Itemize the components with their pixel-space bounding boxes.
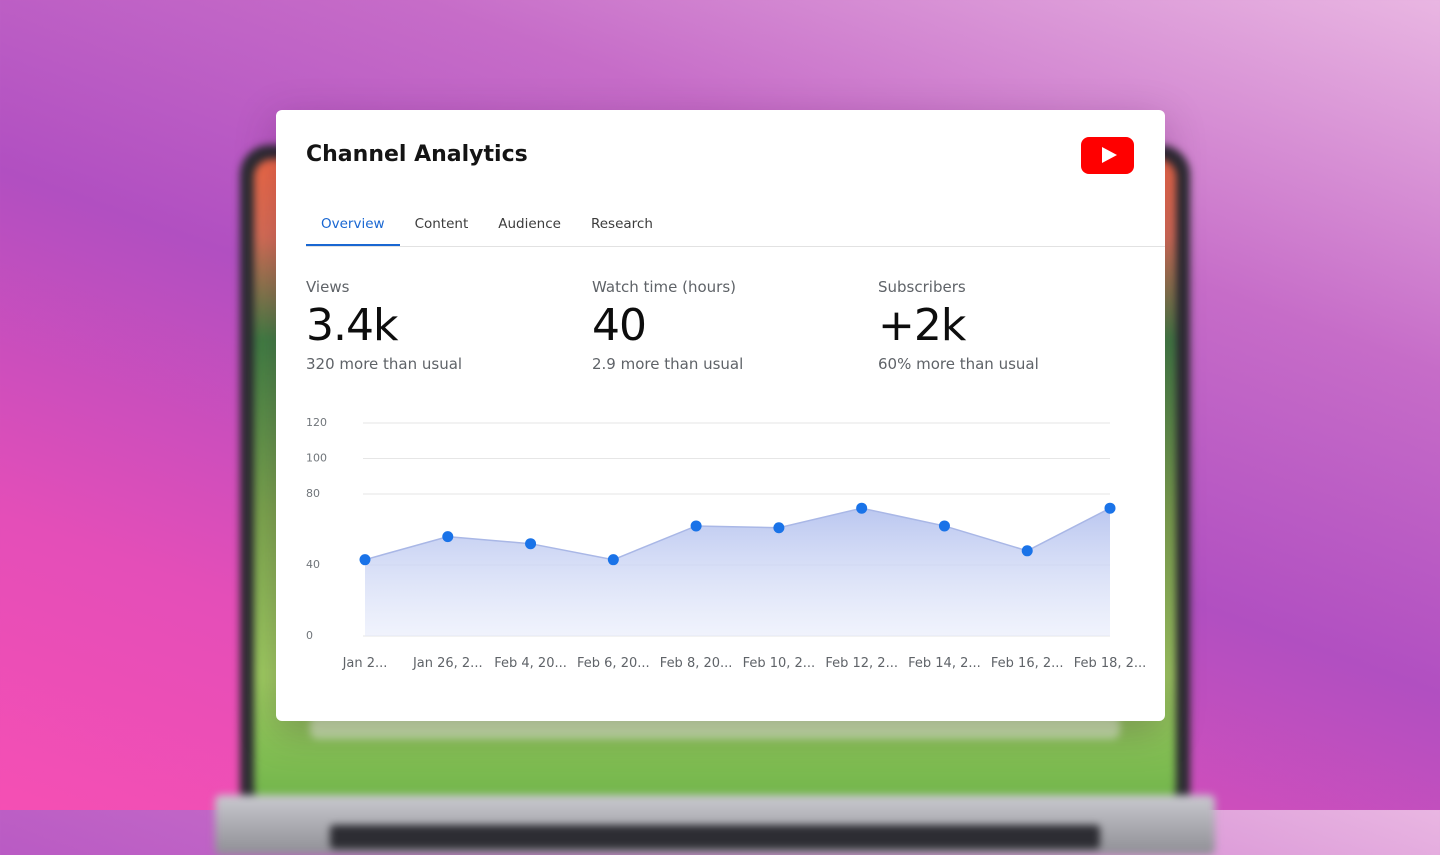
data-point (607, 554, 619, 566)
y-tick-label: 40 (306, 558, 320, 571)
x-tick-label: Feb 6, 20... (577, 656, 650, 671)
data-point (442, 531, 454, 543)
metric-subscribers: Subscribers +2k 60% more than usual (878, 278, 1039, 373)
metric-value: +2k (878, 300, 966, 351)
metric-delta: 320 more than usual (306, 355, 463, 373)
y-tick-label: 100 (306, 452, 327, 465)
metric-delta: 2.9 more than usual (592, 355, 744, 373)
data-point (1021, 545, 1033, 557)
tab-content[interactable]: Content (414, 216, 469, 232)
youtube-logo-icon (1081, 137, 1134, 174)
card-title: Channel Analytics (306, 142, 528, 167)
x-tick-label: Feb 18, 2... (1074, 656, 1147, 671)
x-tick-label: Feb 8, 20... (660, 656, 733, 671)
metric-label: Subscribers (878, 278, 966, 296)
data-point (690, 520, 702, 532)
data-point (856, 502, 868, 514)
metric-label: Views (306, 278, 350, 296)
data-point (773, 522, 785, 534)
metric-value: 3.4k (306, 300, 398, 351)
x-tick-label: Jan 2... (342, 656, 388, 671)
metric-views: Views 3.4k 320 more than usual (306, 278, 462, 373)
data-point (359, 554, 371, 566)
area-fill (365, 508, 1110, 636)
x-tick-label: Feb 14, 2... (908, 656, 981, 671)
views-area-chart: 0 40 80 100 120 Jan 2... Jan 26, 2... Feb 4, 20… (306, 416, 1147, 671)
tabs-divider (306, 246, 1165, 247)
x-tick-label: Feb 10, 2... (743, 656, 816, 671)
tab-research[interactable]: Research (590, 216, 653, 232)
data-point (1104, 502, 1116, 514)
metric-delta: 60% more than usual (878, 355, 1039, 373)
channel-analytics-card: Channel Analytics Overview Content Audie… (276, 110, 1165, 721)
laptop-keyboard (330, 825, 1100, 849)
metric-watch-time: Watch time (hours) 40 2.9 more than usua… (592, 278, 743, 373)
data-point (938, 520, 950, 532)
y-tick-label: 120 (306, 416, 327, 429)
data-point (525, 538, 537, 550)
x-tick-label: Jan 26, 2... (412, 656, 483, 671)
x-tick-label: Feb 12, 2... (825, 656, 898, 671)
tab-overview[interactable]: Overview (306, 206, 400, 246)
metric-label: Watch time (hours) (592, 278, 737, 296)
x-tick-label: Feb 4, 20... (494, 656, 567, 671)
tab-bar: Overview Content Audience Research (306, 206, 668, 246)
y-tick-label: 80 (306, 487, 320, 500)
y-tick-label: 0 (306, 629, 313, 642)
series-line (364, 507, 1111, 561)
tab-audience[interactable]: Audience (498, 216, 561, 232)
metric-value: 40 (592, 300, 647, 351)
x-tick-label: Feb 16, 2... (991, 656, 1064, 671)
